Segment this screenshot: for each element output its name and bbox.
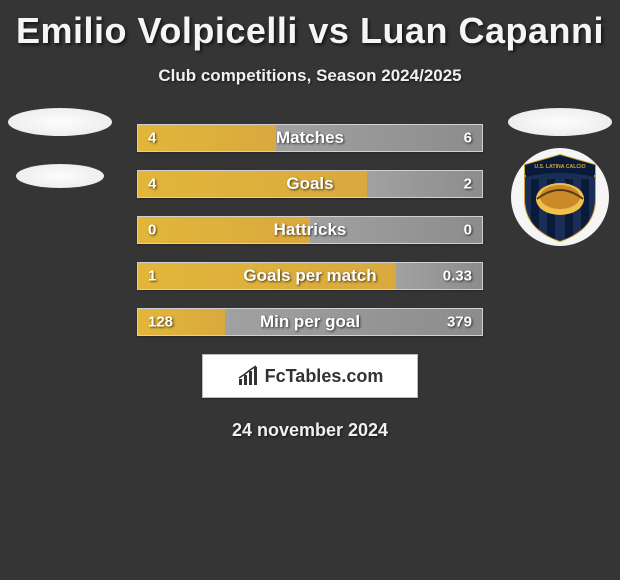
stat-label: Matches — [276, 128, 344, 148]
stat-value-player2: 0 — [464, 222, 472, 239]
stat-value-player1: 4 — [148, 176, 156, 193]
player1-oval-1 — [8, 108, 112, 136]
brand-chart-icon — [237, 365, 261, 387]
stat-value-player2: 379 — [447, 314, 472, 331]
stat-value-player1: 128 — [148, 314, 173, 331]
stat-label: Goals per match — [243, 266, 376, 286]
stat-row: Min per goal 128 379 — [137, 308, 483, 336]
comparison-chart: U.S. LATINA CALCIO Matches 4 6 Goals 4 2 Hattr… — [0, 124, 620, 336]
stat-row: Goals 4 2 — [137, 170, 483, 198]
player1-badges — [8, 108, 112, 188]
stat-row: Goals per match 1 0.33 — [137, 262, 483, 290]
stat-row: Matches 4 6 — [137, 124, 483, 152]
shield-icon: U.S. LATINA CALCIO — [519, 151, 601, 243]
stat-bars: Matches 4 6 Goals 4 2 Hattricks 0 0 Goals per mat… — [137, 124, 483, 336]
stat-value-player2: 0.33 — [443, 268, 472, 285]
stat-bar-player1 — [138, 125, 276, 151]
stat-value-player2: 6 — [464, 130, 472, 147]
club-badge-latina: U.S. LATINA CALCIO — [511, 148, 609, 246]
stat-label: Goals — [286, 174, 333, 194]
page-title: Emilio Volpicelli vs Luan Capanni — [0, 0, 620, 52]
stat-value-player1: 0 — [148, 222, 156, 239]
svg-text:U.S. LATINA CALCIO: U.S. LATINA CALCIO — [534, 164, 585, 170]
date-line: 24 november 2024 — [0, 420, 620, 441]
player2-oval-1 — [508, 108, 612, 136]
brand-text: FcTables.com — [265, 366, 384, 387]
stat-value-player1: 1 — [148, 268, 156, 285]
stat-value-player2: 2 — [464, 176, 472, 193]
player2-badges: U.S. LATINA CALCIO — [508, 108, 612, 246]
stat-row: Hattricks 0 0 — [137, 216, 483, 244]
subtitle: Club competitions, Season 2024/2025 — [0, 66, 620, 86]
stat-label: Min per goal — [260, 312, 360, 332]
stat-value-player1: 4 — [148, 130, 156, 147]
brand-box: FcTables.com — [202, 354, 418, 398]
stat-label: Hattricks — [274, 220, 347, 240]
player1-oval-2 — [16, 164, 104, 188]
